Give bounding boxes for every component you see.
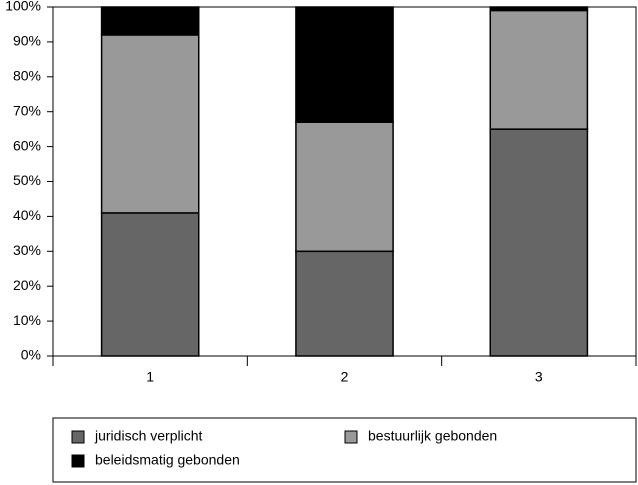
y-tick-label: 90%	[13, 33, 41, 49]
bar-segment	[100, 212, 200, 357]
legend-label: juridisch verplicht	[94, 428, 202, 444]
bar-segment	[295, 121, 394, 253]
legend-box	[52, 417, 637, 483]
bar-segment	[295, 250, 394, 357]
x-tick-label: 3	[535, 369, 543, 385]
y-tick-label: 30%	[13, 242, 41, 258]
bar-segment	[295, 6, 394, 123]
bar-segment	[100, 34, 200, 214]
legend-label: bestuurlijk gebonden	[368, 428, 497, 444]
legend-swatch	[344, 430, 358, 444]
y-tick-label: 0%	[21, 347, 41, 363]
y-tick-label: 10%	[13, 312, 41, 328]
x-tick-label: 1	[146, 369, 154, 385]
bar-segment	[489, 9, 589, 130]
y-tick-label: 40%	[13, 207, 41, 223]
y-tick-label: 20%	[13, 277, 41, 293]
y-tick-label: 60%	[13, 137, 41, 153]
bar-segment	[100, 6, 200, 36]
bar-segment	[489, 128, 589, 357]
y-tick-label: 80%	[13, 68, 41, 84]
bar-segment	[489, 6, 589, 12]
y-tick-label: 70%	[13, 102, 41, 118]
legend-swatch	[71, 454, 85, 468]
y-tick-label: 100%	[5, 0, 41, 14]
x-tick-label: 2	[341, 369, 349, 385]
legend-label: beleidsmatig gebonden	[95, 452, 240, 468]
legend-swatch	[71, 430, 85, 444]
y-tick-label: 50%	[13, 172, 41, 188]
